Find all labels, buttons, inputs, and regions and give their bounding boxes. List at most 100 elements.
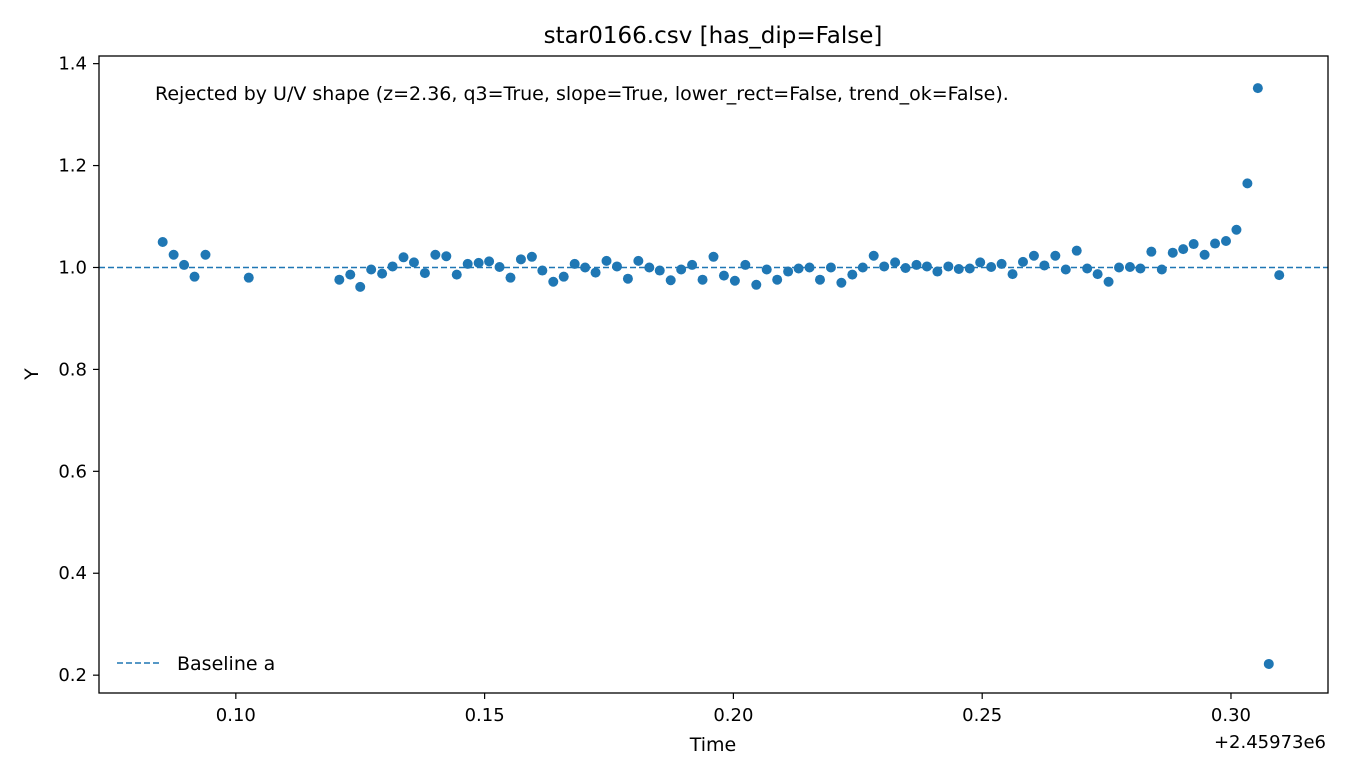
data-points xyxy=(157,83,1285,669)
y-axis-ticks: 0.2 0.4 0.6 0.8 1.0 1.2 1.4 xyxy=(58,54,99,686)
data-point xyxy=(654,265,665,276)
x-tick-label: 0.30 xyxy=(1211,705,1251,726)
x-tick-label: 0.25 xyxy=(962,705,1002,726)
data-point xyxy=(740,259,751,270)
data-point xyxy=(847,269,858,280)
data-point xyxy=(890,257,901,268)
data-point xyxy=(505,272,516,283)
y-tick-label: 1.0 xyxy=(58,257,87,278)
data-point xyxy=(900,262,911,273)
data-point xyxy=(601,255,612,266)
data-point xyxy=(515,254,526,265)
data-point xyxy=(1071,245,1082,256)
data-point xyxy=(793,263,804,274)
data-point xyxy=(1167,247,1178,258)
data-point xyxy=(441,251,452,262)
data-point xyxy=(1156,264,1167,275)
data-point xyxy=(1028,250,1039,261)
plot-area xyxy=(98,55,1329,694)
data-point xyxy=(1274,270,1285,281)
data-point xyxy=(633,255,644,266)
data-point xyxy=(1135,263,1146,274)
data-point xyxy=(548,276,559,287)
data-point xyxy=(200,249,211,260)
data-point xyxy=(676,264,687,275)
data-point xyxy=(526,251,537,262)
y-tick-label: 0.6 xyxy=(58,461,87,482)
data-point xyxy=(419,268,430,279)
data-point xyxy=(718,270,729,281)
data-point xyxy=(366,264,377,275)
x-tick-label: 0.15 xyxy=(465,705,505,726)
data-point xyxy=(1231,224,1242,235)
data-point xyxy=(355,281,366,292)
data-point xyxy=(398,252,409,263)
y-tick-label: 0.8 xyxy=(58,359,87,380)
data-point xyxy=(761,264,772,275)
data-point xyxy=(911,259,922,270)
data-point xyxy=(1092,269,1103,280)
data-point xyxy=(751,279,762,290)
data-point xyxy=(189,271,200,282)
data-point xyxy=(1039,260,1050,271)
data-point xyxy=(1178,244,1189,255)
data-point xyxy=(1210,238,1221,249)
data-point xyxy=(537,265,548,276)
data-point xyxy=(580,262,591,273)
data-point xyxy=(179,259,190,270)
data-point xyxy=(814,274,825,285)
y-tick-label: 1.4 xyxy=(58,54,87,75)
data-point xyxy=(932,266,943,277)
data-point xyxy=(1114,262,1125,273)
data-point xyxy=(1252,83,1263,94)
data-point xyxy=(708,251,719,262)
data-point xyxy=(430,249,441,260)
data-point xyxy=(783,266,794,277)
data-point xyxy=(943,261,954,272)
data-point xyxy=(408,257,419,268)
data-point xyxy=(879,261,890,272)
data-point xyxy=(1082,263,1093,274)
data-point xyxy=(1007,269,1018,280)
y-tick-label: 1.2 xyxy=(58,156,87,177)
x-axis-offset-label: +2.45973e6 xyxy=(1214,732,1326,753)
data-point xyxy=(868,250,879,261)
data-point xyxy=(975,257,986,268)
data-point xyxy=(558,271,569,282)
data-point xyxy=(1050,250,1061,261)
data-point xyxy=(157,237,168,248)
data-point xyxy=(1188,239,1199,250)
data-point xyxy=(953,264,964,275)
data-point xyxy=(772,274,783,285)
data-point xyxy=(243,272,254,283)
y-axis-label: Y xyxy=(21,368,43,381)
data-point xyxy=(857,262,868,273)
legend: Baseline a xyxy=(117,653,275,675)
data-point xyxy=(996,258,1007,269)
plot-frame xyxy=(98,55,1329,694)
data-point xyxy=(921,261,932,272)
data-point xyxy=(836,277,847,288)
data-point xyxy=(377,268,388,279)
data-point xyxy=(168,249,179,260)
data-point xyxy=(334,274,345,285)
data-point xyxy=(1060,264,1071,275)
data-point xyxy=(1199,249,1210,260)
data-point xyxy=(687,259,698,270)
data-point xyxy=(1242,178,1253,189)
x-axis-label: Time xyxy=(689,734,737,756)
data-point xyxy=(1103,276,1114,287)
rejection-annotation: Rejected by U/V shape (z=2.36, q3=True, … xyxy=(155,83,1009,105)
data-point xyxy=(1124,261,1135,272)
data-point xyxy=(345,269,356,280)
data-point xyxy=(611,261,622,272)
data-point xyxy=(1146,246,1157,257)
data-point xyxy=(1263,658,1274,669)
x-tick-label: 0.20 xyxy=(713,705,753,726)
data-point xyxy=(484,256,495,267)
data-point xyxy=(1220,235,1231,246)
data-point xyxy=(729,275,740,286)
data-point xyxy=(451,269,462,280)
data-point xyxy=(697,274,708,285)
